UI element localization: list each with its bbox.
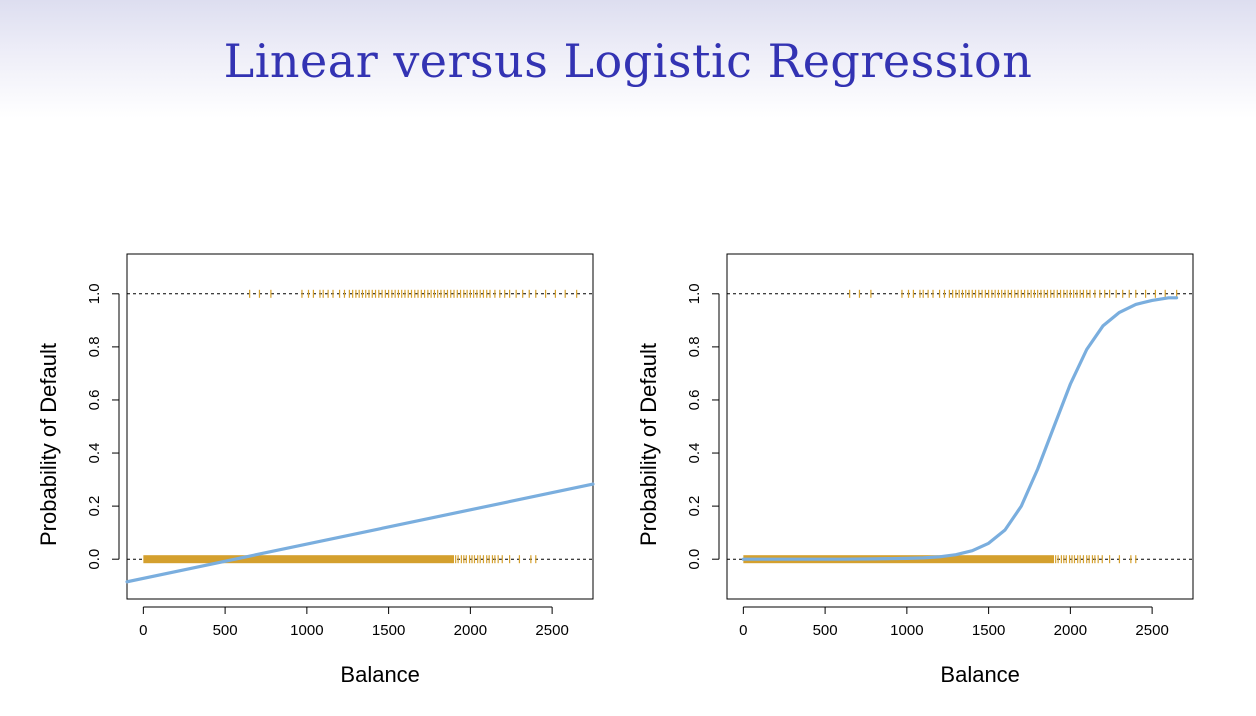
- x-tick-label: 2000: [454, 622, 487, 639]
- y-tick-label: 0.0: [686, 549, 703, 570]
- y-tick-label: 0.8: [86, 336, 103, 357]
- logistic-regression-plot: 0 500 1000 1500 2000 2500 0.0 0.2 0.4 0.6 0.8 1.0 Ba…: [636, 253, 1194, 687]
- x-axis-title: Balance: [340, 662, 420, 687]
- y-tick-label: 0.8: [686, 336, 703, 357]
- x-tick-label: 2500: [1135, 622, 1168, 639]
- x-tick-label: 1000: [890, 622, 923, 639]
- x-tick-label: 0: [139, 622, 147, 639]
- y-tick-label: 1.0: [686, 283, 703, 304]
- plot-frame: [126, 253, 594, 600]
- y-tick-label: 0.2: [686, 496, 703, 517]
- slide-title: Linear versus Logistic Regression: [223, 34, 1033, 88]
- linear-fit-line: [125, 482, 595, 584]
- y-tick-label: 0.4: [86, 443, 103, 464]
- y-tick-label: 0.0: [86, 549, 103, 570]
- x-tick-label: 1000: [290, 622, 323, 639]
- x-tick-label: 1500: [372, 622, 405, 639]
- y-tick-label: 0.6: [686, 390, 703, 411]
- linear-regression-plot: 0 500 1000 1500 2000 2500 0.0 0.2 0.4 0.6 0.8 1.0 Ba…: [36, 253, 595, 687]
- y-tick-label: 0.6: [86, 390, 103, 411]
- x-tick-label: 500: [813, 622, 838, 639]
- y-tick-label: 0.4: [686, 443, 703, 464]
- y-tick-label: 0.2: [86, 496, 103, 517]
- y-tick-label: 1.0: [86, 283, 103, 304]
- y-axis-title: Probability of Default: [636, 343, 661, 546]
- x-tick-label: 2000: [1054, 622, 1087, 639]
- plot-frame: [726, 253, 1194, 600]
- logistic-fit-curve: [741, 296, 1179, 561]
- x-tick-label: 1500: [972, 622, 1005, 639]
- rug-dense-band: [143, 555, 455, 564]
- x-tick-label: 2500: [535, 622, 568, 639]
- x-tick-label: 0: [739, 622, 747, 639]
- x-axis-title: Balance: [940, 662, 1020, 687]
- y-axis-title: Probability of Default: [36, 343, 61, 546]
- title-band: [0, 0, 1256, 118]
- x-tick-label: 500: [213, 622, 238, 639]
